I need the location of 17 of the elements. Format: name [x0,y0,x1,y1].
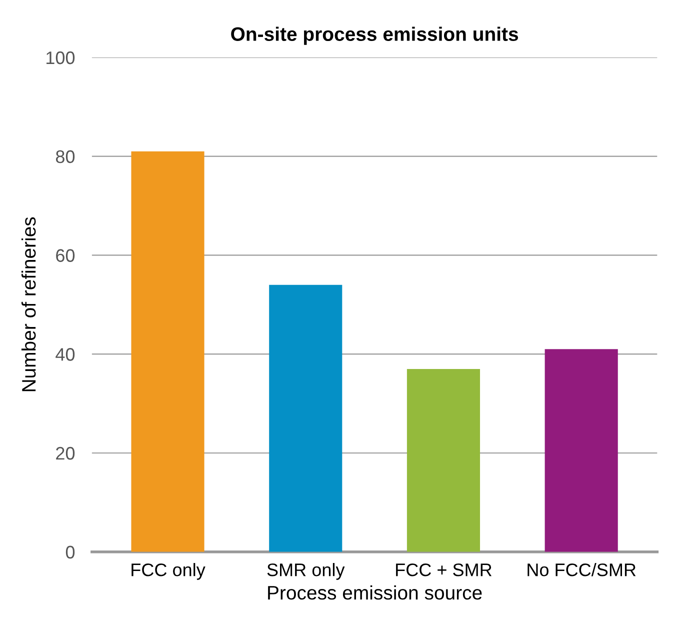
x-tick-label: No FCC/SMR [528,562,636,576]
y-tick-label: 60 [56,249,75,262]
y-tick-label: 40 [56,348,75,361]
y-tick-label: 80 [56,150,75,164]
x-axis-title: Process emission source [268,585,482,600]
bar [406,368,480,552]
y-axis-title: Number of refineries [21,217,36,392]
bar [131,151,204,552]
y-tick-label: 20 [56,446,75,460]
chart-title: On-site process emission units [231,26,518,45]
y-tick-label: 100 [46,51,75,64]
y-tick-label: 0 [66,546,75,559]
bar [544,349,618,552]
x-tick-label: FCC only [132,562,206,580]
bar [269,284,342,552]
x-tick-label: FCC + SMR [396,563,492,576]
x-tick-label: SMR only [267,562,345,580]
